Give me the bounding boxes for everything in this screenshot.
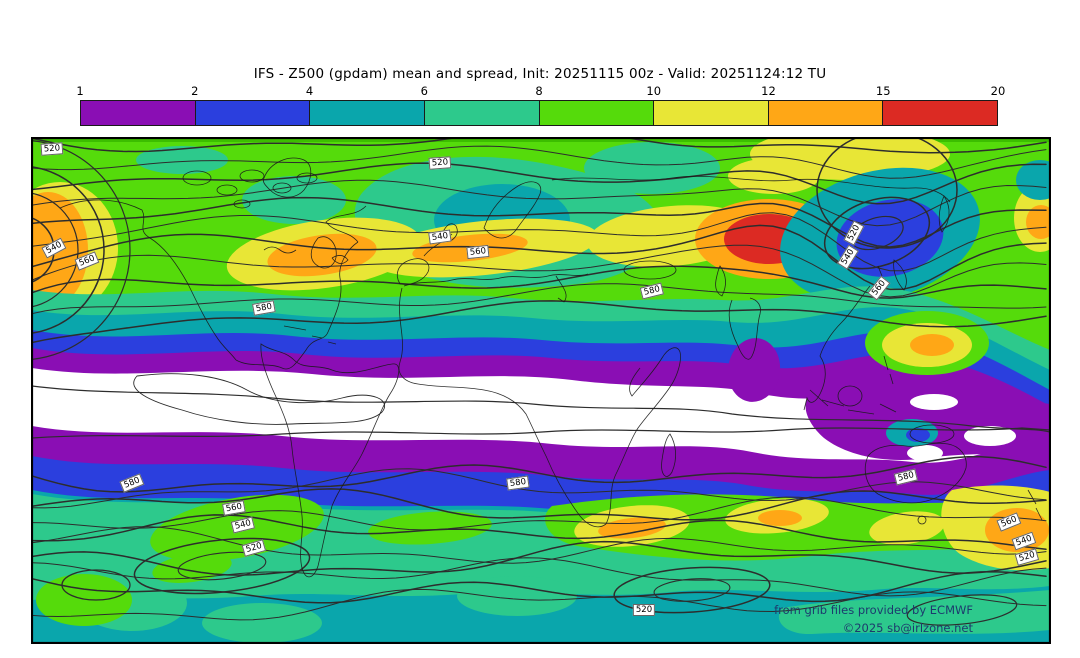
attribution: from grib files provided by ECMWF ©2025 … — [774, 601, 973, 637]
colorbar-tick-20: 20 — [990, 84, 1006, 98]
colorbar-segment-2-4 — [195, 101, 311, 125]
colorbar-segment-8-10 — [539, 101, 655, 125]
page-title: IFS - Z500 (gpdam) mean and spread, Init… — [253, 66, 827, 82]
colorbar-tick-12: 12 — [761, 84, 776, 98]
colorbar-segment-4-6 — [310, 101, 425, 125]
colorbar-tick-4: 4 — [305, 84, 314, 98]
attribution-line-2: ©2025 sb@irlzone.net — [842, 621, 973, 635]
colorbar-tick-6: 6 — [420, 84, 428, 98]
map-area: 520 540 560 580 520 540 560 580 520 540 560 580 560 5… — [31, 137, 1051, 644]
colorbar-tick-1: 1 — [76, 84, 84, 98]
colorbar — [80, 100, 998, 126]
colorbar-tick-labels: 1 2 4 6 8 10 12 15 20 — [0, 84, 1080, 98]
colorbar-segment-1-2 — [81, 101, 196, 125]
colorbar-tick-15: 15 — [875, 84, 891, 98]
map-canvas — [32, 138, 1050, 643]
colorbar-segment-15-20 — [883, 101, 997, 125]
colorbar-segment-10-12 — [654, 101, 769, 125]
colorbar-tick-2: 2 — [191, 84, 199, 98]
attribution-line-1: from grib files provided by ECMWF — [774, 603, 973, 617]
colorbar-tick-10: 10 — [646, 84, 662, 98]
map-border — [32, 138, 1050, 643]
colorbar-segment-12-15 — [768, 101, 884, 125]
colorbar-tick-8: 8 — [535, 84, 543, 98]
colorbar-segment-6-8 — [424, 101, 540, 125]
